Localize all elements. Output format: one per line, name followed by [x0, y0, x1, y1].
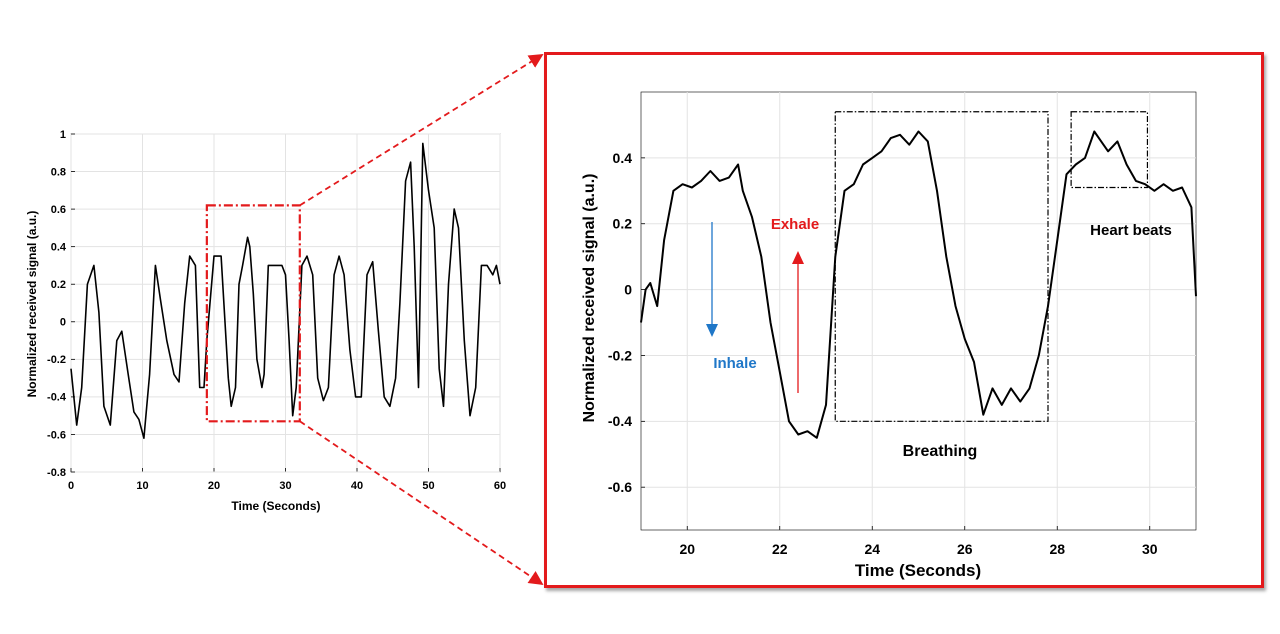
inhale-label: Inhale — [713, 355, 756, 372]
heart_beats-box — [1070, 111, 1149, 189]
y-tick-label: 0 — [60, 317, 66, 329]
y-tick-label: 0.6 — [51, 204, 66, 216]
overview-y-axis-label: Normalized received signal (a.u.) — [25, 211, 39, 398]
y-tick-label: -0.2 — [47, 354, 66, 366]
x-tick-label: 26 — [957, 541, 973, 557]
x-tick-label: 30 — [279, 480, 291, 492]
y-tick-label: 0.8 — [51, 166, 66, 178]
y-tick-label: -0.4 — [47, 392, 67, 404]
x-tick-label: 20 — [208, 480, 220, 492]
x-tick-label: 24 — [864, 541, 880, 557]
x-tick-label: 50 — [422, 480, 434, 492]
overview-tick-labels: 0 10 20 30 40 50 60 -0.8 -0.6 -0.4 -0.2 0 0.2 0.4 0.6 0… — [47, 129, 506, 492]
x-tick-label: 60 — [494, 480, 506, 492]
overview-x-axis-label: Time (Seconds) — [231, 499, 320, 513]
x-tick-label: 40 — [351, 480, 363, 492]
zoomed-x-axis-label: Time (Seconds) — [855, 561, 981, 580]
x-tick-label: 22 — [772, 541, 788, 557]
zoom-region-box — [205, 204, 301, 423]
overview-signal-line — [70, 142, 501, 439]
x-tick-label: 20 — [679, 541, 695, 557]
overview-grid — [70, 133, 501, 473]
x-tick-label: 30 — [1142, 541, 1158, 557]
y-tick-label: 0.4 — [51, 242, 67, 254]
zoomed-plot-area — [640, 91, 1197, 531]
y-tick-label: -0.6 — [47, 429, 66, 441]
y-tick-label: -0.6 — [608, 479, 632, 495]
y-tick-label: 0.2 — [51, 279, 66, 291]
overview-chart: 0 10 20 30 40 50 60 -0.8 -0.6 -0.4 -0.2 0 0.2 0.4 0.6 0… — [25, 129, 506, 513]
heart-beats-label: Heart beats — [1090, 222, 1172, 239]
inhale-arrowhead — [706, 324, 718, 337]
exhale-arrowhead — [792, 251, 804, 264]
zoom-connector-top — [299, 54, 544, 207]
y-tick-label: 1 — [60, 129, 66, 141]
zoomed-grid — [641, 92, 1196, 530]
x-tick-label: 0 — [68, 480, 74, 492]
y-tick-label: -0.8 — [47, 467, 66, 479]
zoomed-y-axis-label: Normalized received signal (a.u.) — [581, 174, 598, 423]
exhale-label: Exhale — [771, 216, 819, 233]
x-tick-label: 28 — [1049, 541, 1065, 557]
y-tick-label: 0 — [624, 281, 632, 297]
zoom-connector-bottom — [299, 420, 544, 586]
y-tick-label: 0.4 — [613, 150, 633, 166]
y-tick-label: -0.4 — [608, 413, 632, 429]
breathing-label: Breathing — [903, 443, 978, 460]
x-tick-label: 10 — [136, 480, 148, 492]
zoomed-chart: 20 22 24 26 28 30 -0.6 -0.4 -0.2 0 0.2 0.4 Inhale E… — [581, 91, 1197, 580]
y-tick-label: 0.2 — [613, 216, 633, 232]
zoomed-signal-line — [640, 130, 1197, 439]
y-tick-label: -0.2 — [608, 347, 632, 363]
zoomed-tick-labels: 20 22 24 26 28 30 -0.6 -0.4 -0.2 0 0.2 0.4 — [608, 150, 1158, 557]
